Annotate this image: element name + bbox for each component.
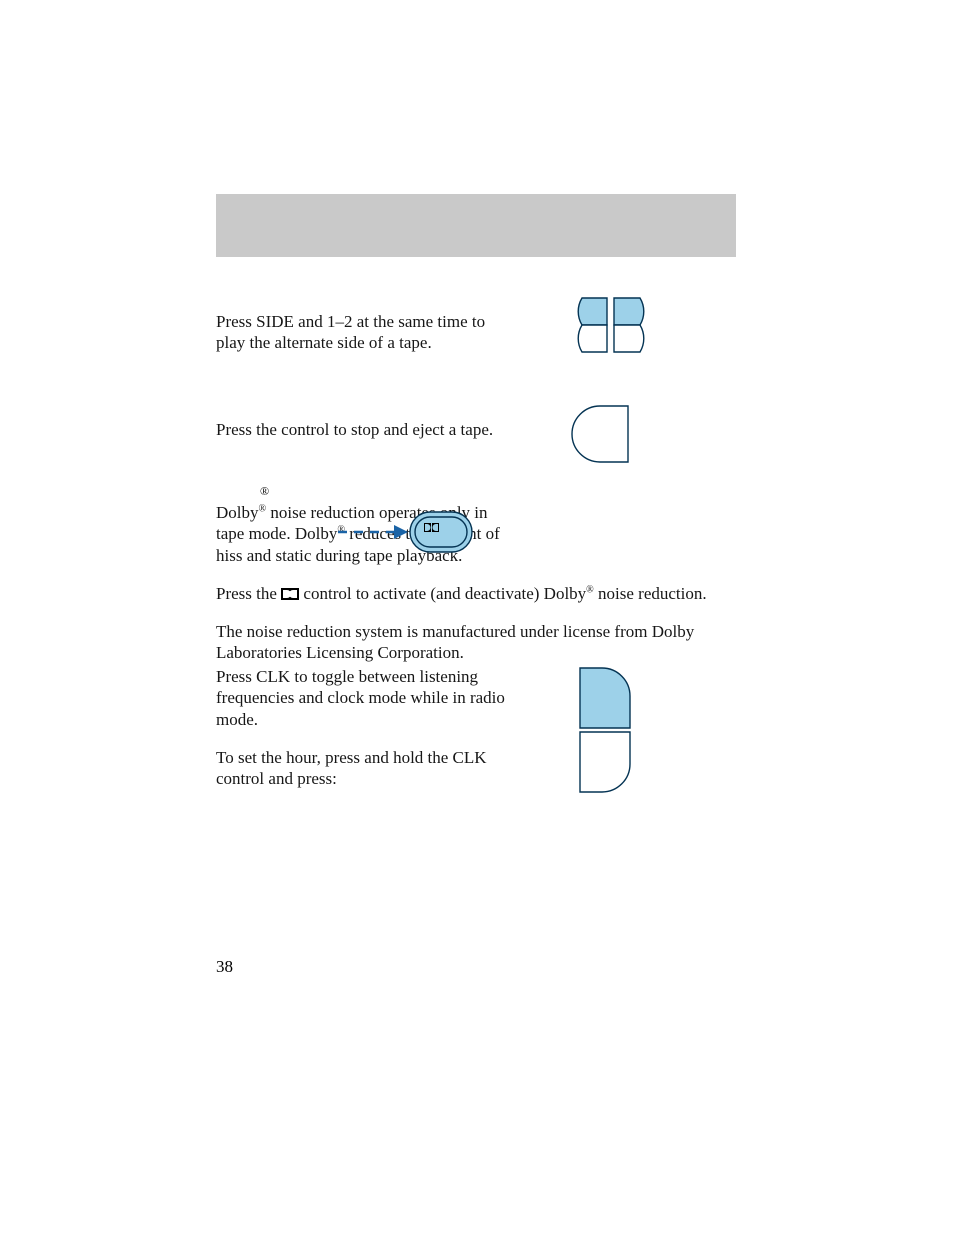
text-dolby-p2: Press the control to activate (and deact… bbox=[216, 583, 736, 604]
page: Press SIDE and 1–2 at the same time to p… bbox=[0, 0, 954, 1235]
reg-icon: ® bbox=[586, 584, 594, 595]
text-clock-p2: To set the hour, press and hold the CLK … bbox=[216, 747, 506, 790]
dolby-p2-pre: Press the bbox=[216, 584, 281, 603]
diagram-eject bbox=[570, 402, 650, 468]
text-clock-p1: Press CLK to toggle between listening fr… bbox=[216, 666, 506, 730]
diagram-side12 bbox=[552, 294, 672, 356]
header-bar bbox=[216, 194, 736, 257]
section-dolby: Dolby® noise reduction operates only in … bbox=[216, 502, 736, 681]
text-eject: Press the control to stop and eject a ta… bbox=[216, 419, 506, 440]
text-side12: Press SIDE and 1–2 at the same time to p… bbox=[216, 311, 506, 354]
diagram-dolby bbox=[336, 508, 476, 556]
dolby-p2-tail: noise reduction. bbox=[594, 584, 707, 603]
dolby-p1-pre: Dolby bbox=[216, 503, 259, 522]
text-dolby-p3: The noise reduction system is manufactur… bbox=[216, 621, 736, 664]
section-eject: Press the control to stop and eject a ta… bbox=[216, 402, 736, 457]
dolby-p2-post: control to activate (and deactivate) Dol… bbox=[299, 584, 586, 603]
reg-icon: ® bbox=[259, 503, 267, 514]
diagram-clock bbox=[572, 660, 642, 800]
dolby-heading-reg: ® bbox=[260, 484, 269, 499]
dolby-double-d-icon bbox=[281, 588, 299, 600]
page-number: 38 bbox=[216, 957, 233, 977]
section-clock: Press CLK to toggle between listening fr… bbox=[216, 666, 736, 806]
